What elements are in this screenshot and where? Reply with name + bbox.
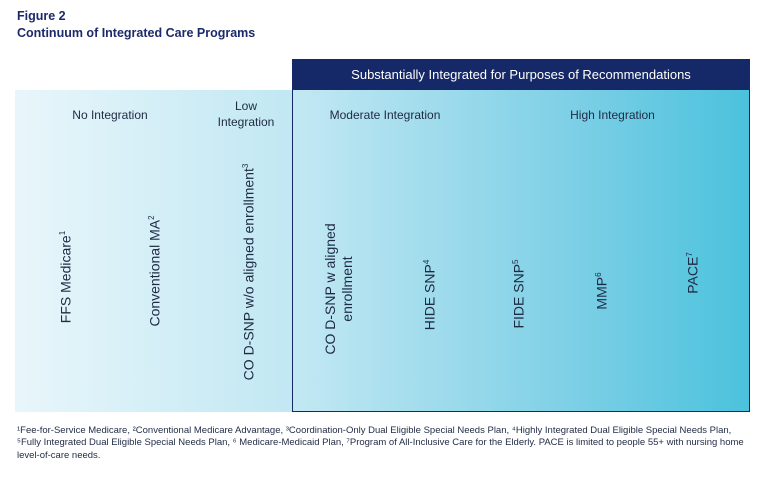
program-label: MMP (593, 276, 610, 310)
figure-label: Figure 2 (17, 9, 66, 23)
footnote: ¹Fee-for-Service Medicare, ²Conventional… (17, 425, 744, 461)
program-sup: 6 (593, 272, 603, 277)
program-ffs-medicare: FFS Medicare1 (58, 231, 75, 323)
integration-continuum-band (15, 90, 749, 412)
category-high-integration: High Integration (570, 108, 655, 122)
program-conventional-ma: Conventional MA2 (147, 215, 164, 326)
program-co-dsnp-without-aligned: CO D-SNP w/o aligned enrollment3 (241, 164, 258, 381)
figure-title: Continuum of Integrated Care Programs (17, 26, 256, 40)
substantially-integrated-header: Substantially Integrated for Purposes of… (292, 59, 750, 90)
program-pace: PACE7 (685, 252, 702, 294)
category-low-integration: Low Integration (217, 99, 275, 129)
program-label: CO D-SNP w/o aligned enrollment (240, 168, 257, 381)
program-sup: 2 (146, 215, 156, 220)
category-moderate-integration: Moderate Integration (329, 108, 441, 122)
program-sup: 7 (684, 252, 694, 257)
program-sup: 5 (510, 259, 520, 264)
program-label: PACE (684, 256, 701, 294)
program-label-line-2: enrollment (339, 256, 355, 322)
program-label: CO D-SNP w aligned (322, 223, 339, 355)
program-label: FFS Medicare (57, 235, 74, 324)
category-no-integration: No Integration (72, 108, 148, 122)
program-mmp: MMP6 (594, 272, 611, 309)
program-label: HIDE SNP (421, 264, 438, 331)
program-sup: 3 (240, 163, 250, 169)
program-sup: 1 (57, 230, 67, 236)
program-co-dsnp-with-aligned: CO D-SNP w aligned enrollment (322, 223, 356, 354)
program-fide-snp: FIDE SNP5 (511, 259, 528, 328)
program-label: FIDE SNP (510, 263, 527, 329)
substantially-integrated-box (292, 89, 750, 412)
program-hide-snp: HIDE SNP4 (422, 260, 439, 331)
program-sup: 4 (421, 259, 431, 265)
substantially-integrated-label: Substantially Integrated for Purposes of… (351, 67, 691, 82)
program-label: Conventional MA (146, 219, 163, 327)
